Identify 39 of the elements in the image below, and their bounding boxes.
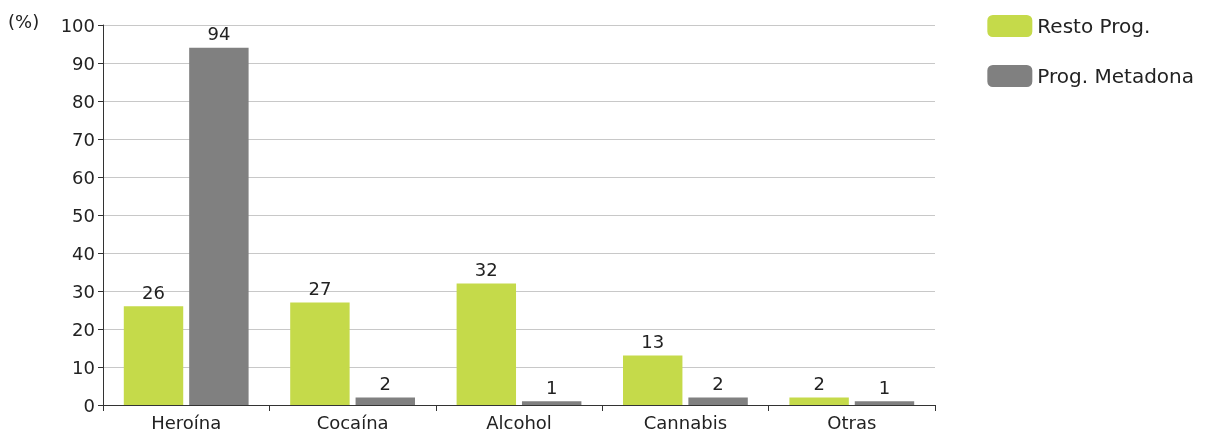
x-tick-label: Cocaína bbox=[316, 411, 389, 433]
y-axis-title: (%) bbox=[8, 10, 40, 32]
x-tick-label: Heroína bbox=[151, 411, 222, 433]
data-label: 2 bbox=[379, 372, 392, 394]
bar bbox=[854, 401, 915, 405]
y-tick-label: 80 bbox=[72, 90, 95, 112]
bar bbox=[290, 302, 350, 405]
y-tick-label: 70 bbox=[72, 128, 95, 150]
y-tick-label: 50 bbox=[72, 204, 95, 226]
y-tick-label: 20 bbox=[72, 318, 95, 340]
y-tick-label: 30 bbox=[72, 280, 95, 302]
bar bbox=[521, 401, 582, 405]
legend-label: Prog. Metadona bbox=[1037, 64, 1195, 88]
bar bbox=[789, 397, 849, 405]
x-tick-label: Otras bbox=[827, 411, 877, 433]
y-tick-label: 40 bbox=[72, 242, 95, 264]
bar bbox=[456, 283, 517, 405]
bar bbox=[623, 355, 683, 405]
data-label: 1 bbox=[545, 376, 558, 398]
x-tick-label: Alcohol bbox=[486, 411, 552, 433]
bar bbox=[688, 397, 748, 405]
data-label: 27 bbox=[308, 277, 332, 299]
data-label: 2 bbox=[813, 372, 825, 394]
bar bbox=[355, 397, 415, 405]
y-tick-label: 90 bbox=[72, 52, 95, 74]
data-label: 94 bbox=[207, 23, 231, 45]
data-label: 32 bbox=[474, 258, 498, 280]
bar bbox=[123, 306, 184, 405]
bar bbox=[189, 47, 249, 405]
legend-label: Resto Prog. bbox=[1037, 14, 1151, 38]
y-tick-label: 0 bbox=[83, 394, 95, 416]
y-tick-label: 100 bbox=[60, 14, 95, 36]
data-label: 2 bbox=[712, 372, 724, 394]
y-tick-label: 60 bbox=[72, 166, 95, 188]
x-tick-label: Cannabis bbox=[643, 411, 728, 433]
y-tick-label: 10 bbox=[72, 356, 95, 378]
data-label: 26 bbox=[142, 281, 165, 303]
data-label: 1 bbox=[878, 376, 891, 398]
data-label: 13 bbox=[641, 331, 665, 353]
